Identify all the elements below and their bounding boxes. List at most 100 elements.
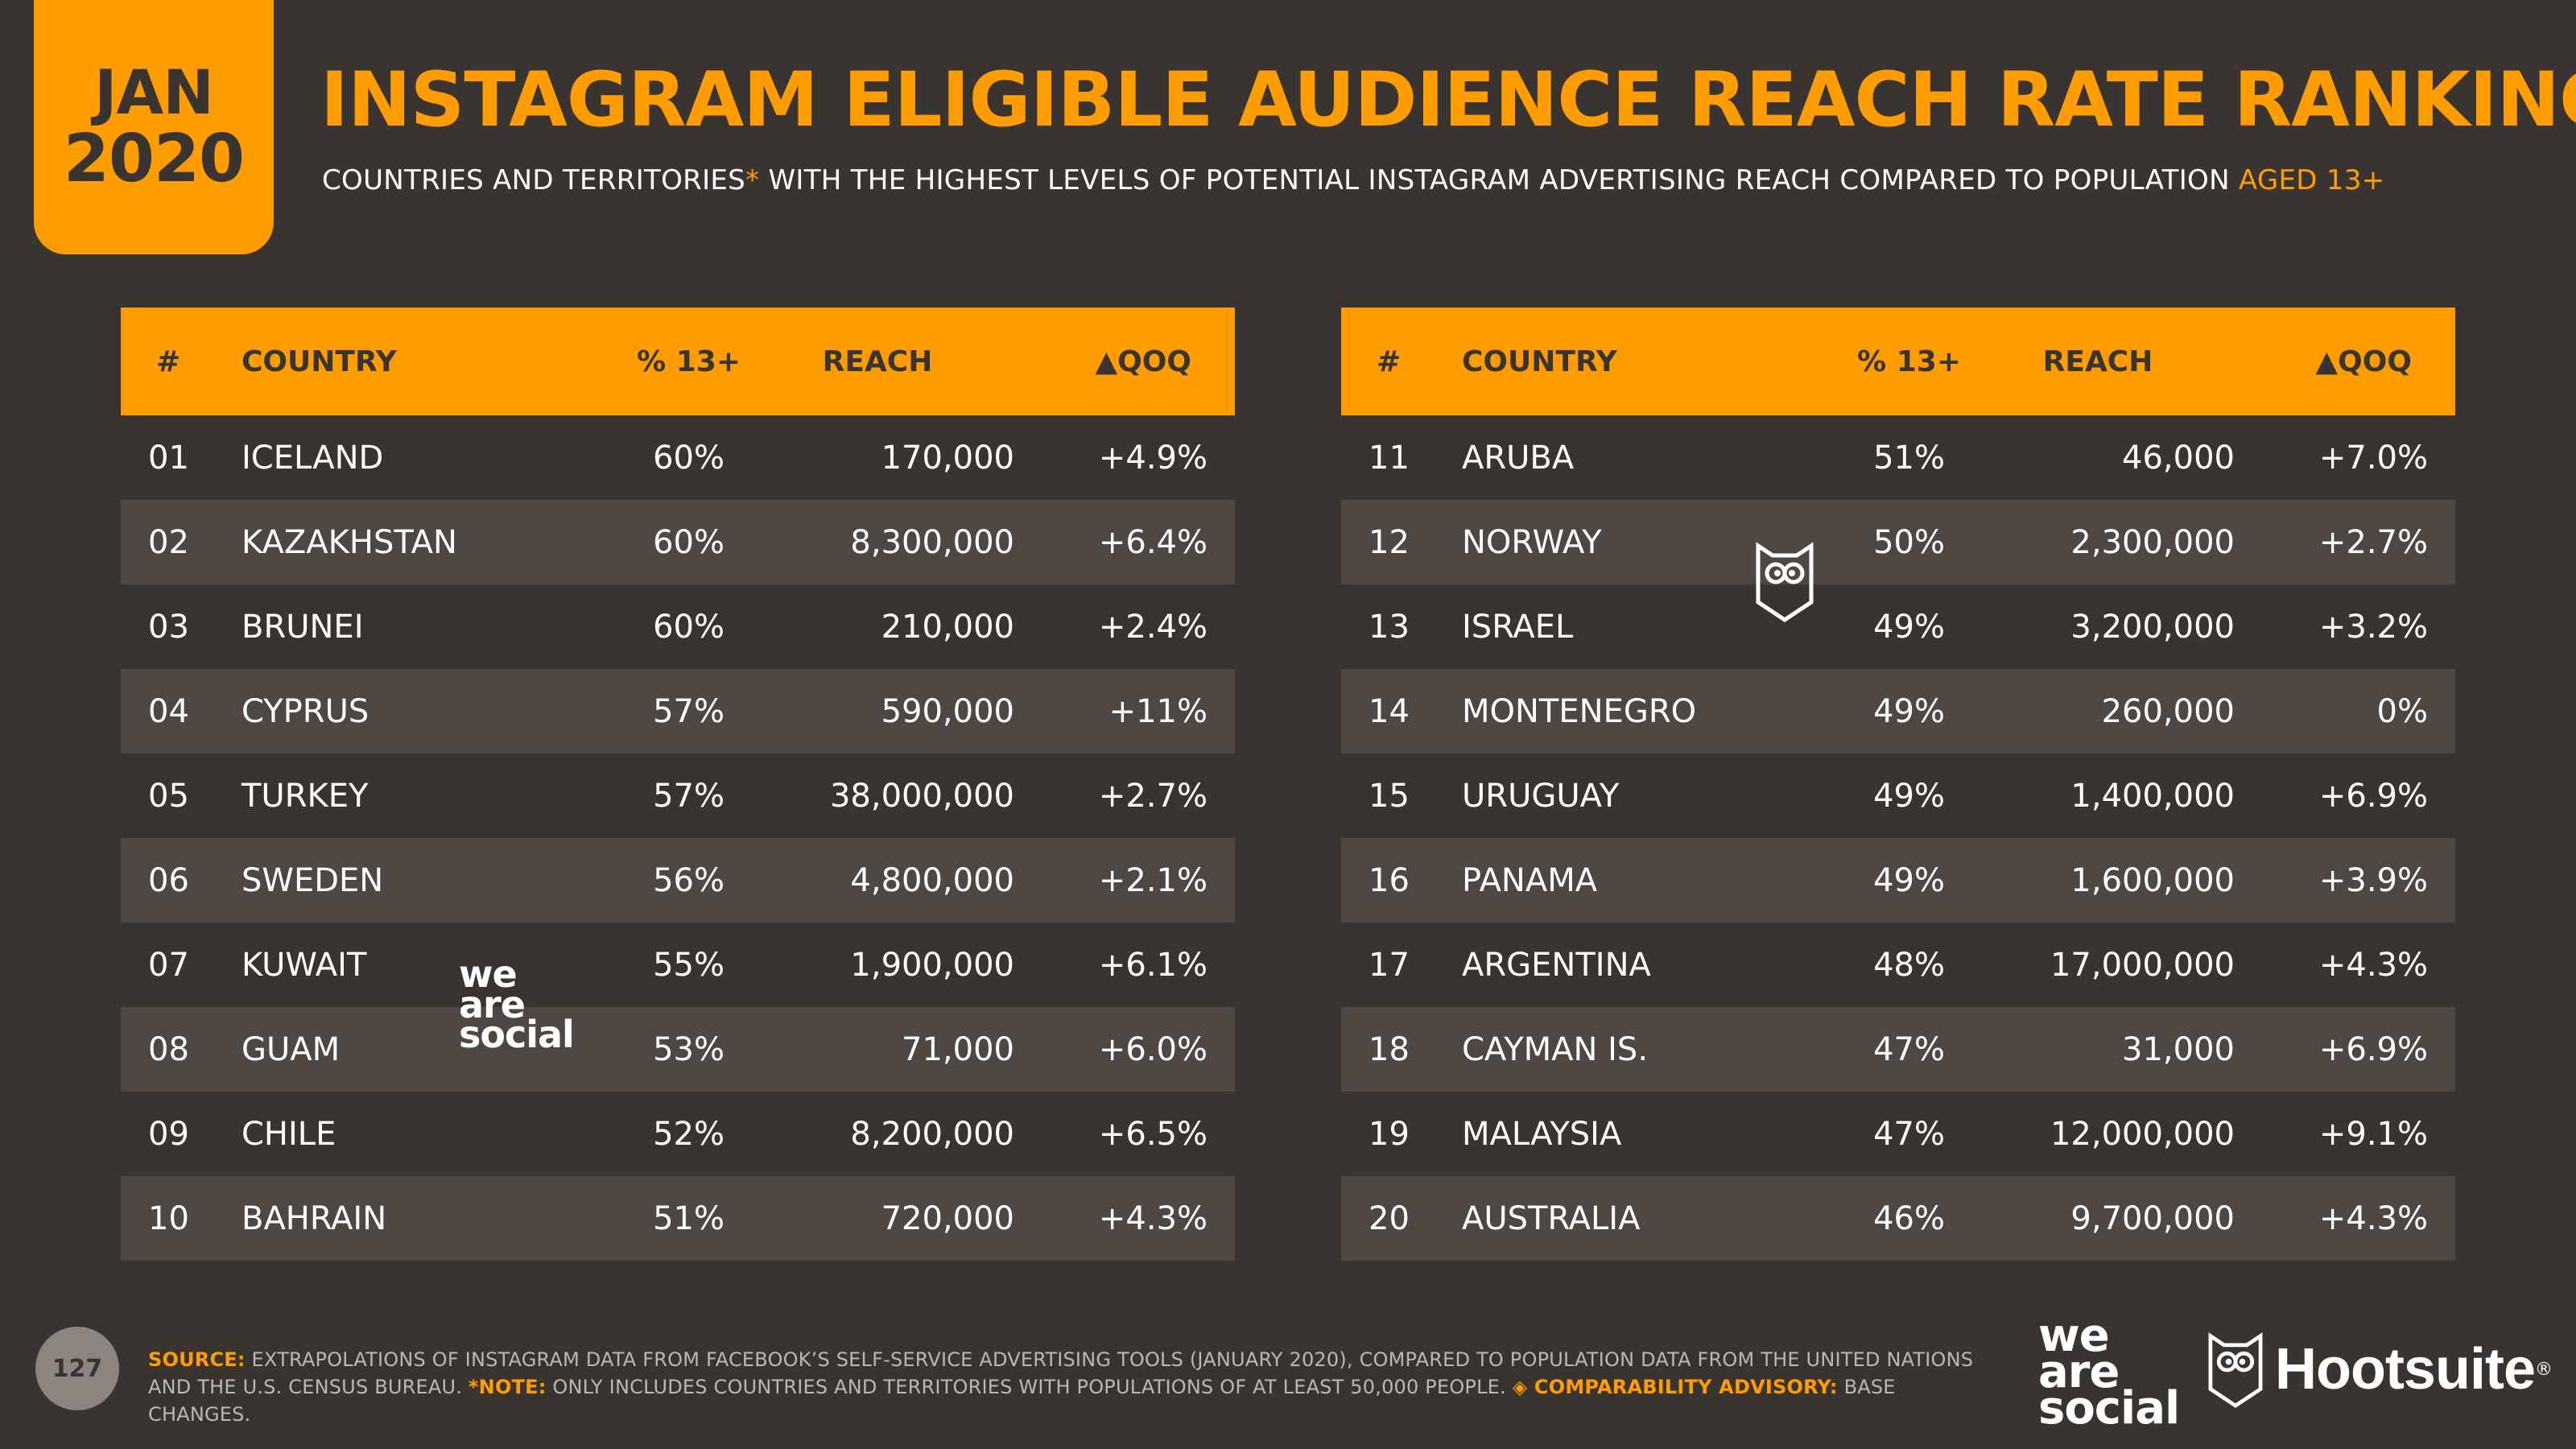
- rank-cell: 18: [1368, 1030, 1410, 1068]
- reach-cell: 12,000,000: [2050, 1115, 2235, 1153]
- rank-cell: 15: [1368, 777, 1410, 815]
- pct-cell: 48%: [1873, 946, 1945, 984]
- source-label: SOURCE:: [148, 1348, 246, 1371]
- footer-source: SOURCE: EXTRAPOLATIONS OF INSTAGRAM DATA…: [148, 1346, 1975, 1428]
- pct-cell: 50%: [1873, 523, 1945, 561]
- hootsuite-logo: Hootsuite ®: [2207, 1330, 2553, 1409]
- reach-cell: 71,000: [902, 1030, 1014, 1068]
- rank-cell: 20: [1368, 1199, 1410, 1237]
- reach-cell: 4,800,000: [850, 861, 1014, 899]
- qoq-cell: +11%: [1108, 692, 1208, 730]
- pct-cell: 60%: [653, 608, 724, 646]
- country-cell: AUSTRALIA: [1462, 1199, 1641, 1237]
- table-row: 08 GUAM 53% 71,000 +6.0%: [121, 1007, 1235, 1092]
- subtitle-asterisk: *: [745, 164, 760, 196]
- reach-cell: 1,900,000: [850, 946, 1014, 984]
- table-row: 10 BAHRAIN 51% 720,000 +4.3%: [121, 1176, 1235, 1261]
- qoq-cell: +6.0%: [1098, 1030, 1208, 1068]
- qoq-cell: +2.4%: [1098, 608, 1208, 646]
- we-are-social-logo: we are social: [459, 956, 575, 1053]
- table-header: # COUNTRY % 13+ REACH ▲QOQ: [121, 308, 1235, 415]
- country-cell: ARGENTINA: [1462, 946, 1651, 984]
- qoq-cell: +4.9%: [1098, 439, 1208, 477]
- pct-cell: 49%: [1873, 608, 1945, 646]
- qoq-cell: +6.5%: [1098, 1115, 1208, 1153]
- table-row: 17 ARGENTINA 48% 17,000,000 +4.3%: [1341, 923, 2455, 1007]
- table-row: 20 AUSTRALIA 46% 9,700,000 +4.3%: [1341, 1176, 2455, 1261]
- header-country: COUNTRY: [1462, 345, 1617, 378]
- rank-cell: 11: [1368, 439, 1410, 477]
- source-text: EXTRAPOLATIONS OF INSTAGRAM DATA FROM FA…: [148, 1348, 1974, 1398]
- hootsuite-owl-icon: [2208, 1332, 2263, 1409]
- pct-cell: 49%: [1873, 692, 1945, 730]
- qoq-cell: +4.3%: [2318, 946, 2428, 984]
- reach-cell: 590,000: [881, 692, 1014, 730]
- rank-cell: 17: [1368, 946, 1410, 984]
- country-cell: BRUNEI: [242, 608, 364, 646]
- table-header: # COUNTRY % 13+ REACH ▲QOQ: [1341, 308, 2455, 415]
- header-pct: % 13+: [637, 345, 741, 378]
- badge-year: 2020: [63, 120, 245, 197]
- reach-cell: 260,000: [2101, 692, 2235, 730]
- registered-mark: ®: [2534, 1359, 2553, 1380]
- pct-cell: 51%: [1873, 439, 1945, 477]
- pct-cell: 57%: [653, 777, 724, 815]
- country-cell: CHILE: [242, 1115, 336, 1153]
- table-row: 01 ICELAND 60% 170,000 +4.9%: [121, 415, 1235, 500]
- reach-cell: 3,200,000: [2070, 608, 2235, 646]
- country-cell: GUAM: [242, 1030, 341, 1068]
- header-country: COUNTRY: [242, 345, 397, 378]
- rank-cell: 06: [148, 861, 189, 899]
- qoq-cell: 0%: [2376, 692, 2428, 730]
- country-cell: ARUBA: [1462, 439, 1575, 477]
- table-row: 19 MALAYSIA 47% 12,000,000 +9.1%: [1341, 1092, 2455, 1176]
- page-number: 127: [35, 1327, 119, 1410]
- country-cell: TURKEY: [242, 777, 369, 815]
- country-cell: BAHRAIN: [242, 1199, 387, 1237]
- table-row: 04 CYPRUS 57% 590,000 +11%: [121, 669, 1235, 753]
- qoq-cell: +4.3%: [1098, 1199, 1208, 1237]
- rank-cell: 12: [1368, 523, 1410, 561]
- header-pct: % 13+: [1857, 345, 1961, 378]
- table-row: 09 CHILE 52% 8,200,000 +6.5%: [121, 1092, 1235, 1176]
- rank-cell: 13: [1368, 608, 1410, 646]
- reach-cell: 8,300,000: [850, 523, 1014, 561]
- qoq-cell: +3.2%: [2318, 608, 2428, 646]
- reach-cell: 720,000: [881, 1199, 1014, 1237]
- rank-cell: 08: [148, 1030, 189, 1068]
- country-cell: MONTENEGRO: [1462, 692, 1697, 730]
- hootsuite-wordmark: Hootsuite: [2275, 1337, 2536, 1402]
- reach-cell: 31,000: [2122, 1030, 2235, 1068]
- rank-cell: 19: [1368, 1115, 1410, 1153]
- page-subtitle: COUNTRIES AND TERRITORIES* WITH THE HIGH…: [322, 164, 2385, 196]
- country-cell: KUWAIT: [242, 946, 367, 984]
- subtitle-text: COUNTRIES AND TERRITORIES: [322, 164, 746, 196]
- subtitle-aged: AGED 13+: [2238, 164, 2385, 196]
- qoq-cell: +6.9%: [2318, 1030, 2428, 1068]
- rank-cell: 02: [148, 523, 189, 561]
- table-row: 15 URUGUAY 49% 1,400,000 +6.9%: [1341, 753, 2455, 838]
- we-are-social-logo: we are social: [2038, 1310, 2180, 1430]
- country-cell: MALAYSIA: [1462, 1115, 1622, 1153]
- table-row: 07 KUWAIT 55% 1,900,000 +6.1%: [121, 923, 1235, 1007]
- header-qoq: ▲QOQ: [2315, 345, 2413, 378]
- rank-cell: 04: [148, 692, 189, 730]
- qoq-cell: +4.3%: [2318, 1199, 2428, 1237]
- qoq-cell: +2.7%: [2318, 523, 2428, 561]
- qoq-cell: +7.0%: [2318, 439, 2428, 477]
- table-row: 16 PANAMA 49% 1,600,000 +3.9%: [1341, 838, 2455, 923]
- pct-cell: 57%: [653, 692, 724, 730]
- pct-cell: 47%: [1873, 1115, 1945, 1153]
- table-row: 02 KAZAKHSTAN 60% 8,300,000 +6.4%: [121, 500, 1235, 584]
- note-text: ONLY INCLUDES COUNTRIES AND TERRITORIES …: [546, 1376, 1513, 1398]
- advisory-label: ◈ COMPARABILITY ADVISORY:: [1512, 1376, 1838, 1398]
- country-cell: ISRAEL: [1462, 608, 1574, 646]
- page-title: INSTAGRAM ELIGIBLE AUDIENCE REACH RATE R…: [320, 56, 2576, 144]
- country-cell: CAYMAN IS.: [1462, 1030, 1649, 1068]
- table-row: 11 ARUBA 51% 46,000 +7.0%: [1341, 415, 2455, 500]
- country-cell: PANAMA: [1462, 861, 1598, 899]
- ranking-table-left: # COUNTRY % 13+ REACH ▲QOQ 01 ICELAND 60% 1…: [121, 308, 1235, 1261]
- table-row: 14 MONTENEGRO 49% 260,000 0%: [1341, 669, 2455, 753]
- pct-cell: 53%: [653, 1030, 724, 1068]
- logo-line: we: [2038, 1310, 2110, 1362]
